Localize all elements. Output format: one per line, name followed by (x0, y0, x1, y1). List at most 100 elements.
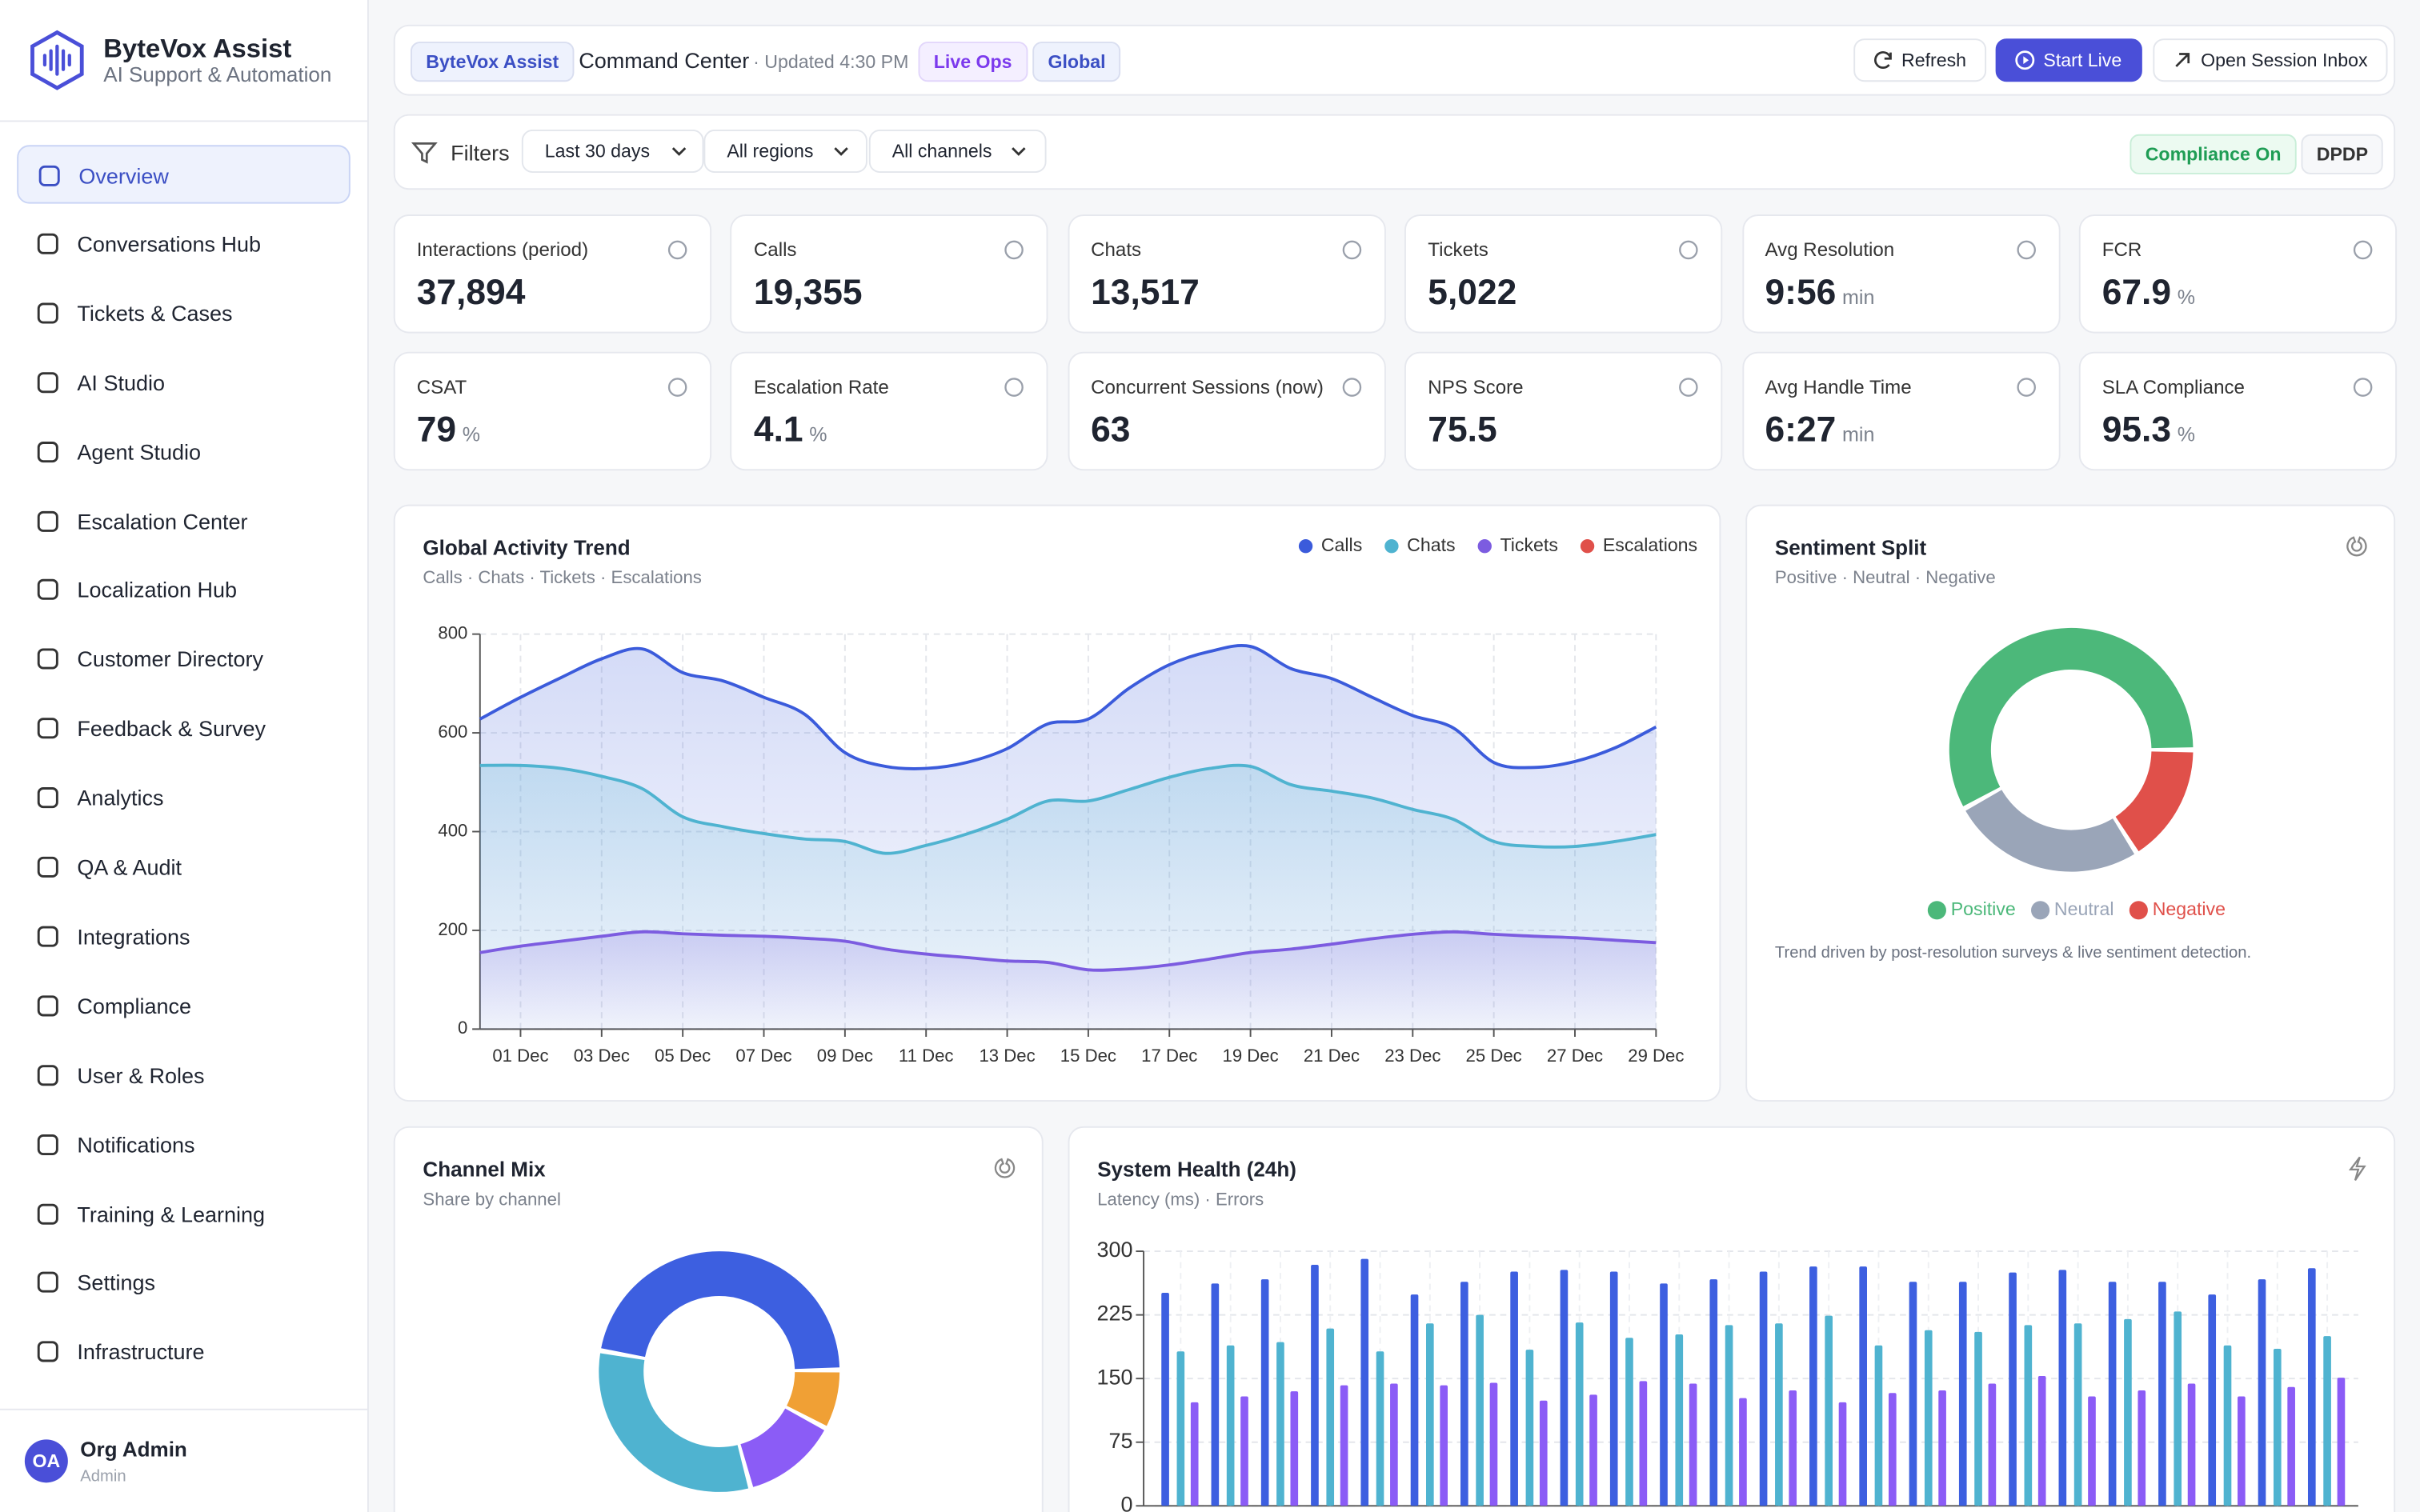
y-tick-label: 225 (1097, 1302, 1133, 1326)
x-tick-label: 21 Dec (1304, 1046, 1360, 1066)
nav-icon (37, 302, 58, 324)
channel-card: Channel Mix Share by channel (393, 1126, 1044, 1512)
legend-swatch (1927, 901, 1946, 920)
bar (1575, 1322, 1584, 1506)
bolt-icon (2348, 1156, 2366, 1181)
nav-item[interactable]: Compliance (17, 976, 351, 1034)
kpi-value: 79% (417, 409, 480, 450)
kpi-value: 13,517 (1091, 271, 1200, 313)
user-name: Org Admin (80, 1438, 187, 1462)
kpi-label: Avg Resolution (1765, 238, 1895, 261)
updated: · Updated 4:30 PM (753, 50, 909, 73)
kpi-number: 63 (1091, 409, 1131, 450)
inbox-button[interactable]: Open Session Inbox (2153, 38, 2388, 82)
x-tick-label: 17 Dec (1141, 1046, 1197, 1066)
kpi-value: 63 (1091, 409, 1130, 450)
y-tick-label: 150 (1097, 1365, 1133, 1389)
kpi-label: Escalation Rate (753, 376, 889, 398)
bar (1390, 1383, 1398, 1506)
bar (2058, 1270, 2067, 1506)
legend-label: Neutral (2054, 898, 2114, 919)
nav-item[interactable]: AI Studio (17, 353, 351, 411)
filters-label: Filters (451, 140, 510, 166)
x-tick-label: 23 Dec (1384, 1046, 1440, 1066)
nav-item[interactable]: Settings (17, 1254, 351, 1312)
nav-item[interactable]: Notifications (17, 1115, 351, 1174)
y-tick-label: 600 (438, 722, 467, 742)
nav-label: Feedback & Survey (77, 716, 266, 742)
chart-title: System Health (24h) (1097, 1158, 1296, 1182)
bar (1838, 1402, 1847, 1506)
nav-item[interactable]: Customer Directory (17, 630, 351, 688)
nav-item[interactable]: Infrastructure (17, 1322, 351, 1381)
bar (2238, 1396, 2246, 1506)
kpi-icon (667, 378, 687, 397)
kpi-icon (2016, 378, 2036, 397)
y-tick-label: 200 (438, 919, 467, 939)
kpi-number: 79 (416, 409, 457, 450)
x-tick-label: 29 Dec (1628, 1046, 1684, 1066)
avatar[interactable]: OA (24, 1439, 68, 1483)
icon (2015, 50, 2035, 70)
series-line (479, 930, 1657, 972)
kpi-card: NPS Score 75.5 (1404, 351, 1723, 471)
x-tick-label: 15 Dec (1060, 1046, 1116, 1066)
select[interactable]: All channels (868, 129, 1047, 173)
donut-slice (787, 1372, 840, 1426)
nav-item[interactable]: Feedback & Survey (17, 699, 351, 758)
y-tick-label: 0 (1121, 1492, 1133, 1512)
legend-label: Chats (1407, 534, 1455, 555)
badge: Compliance On (2130, 134, 2297, 174)
nav-icon (37, 441, 58, 462)
nav-item[interactable]: Agent Studio (17, 422, 351, 481)
kpi-label: CSAT (416, 376, 467, 398)
series-line (479, 644, 1657, 770)
y-tick-label: 400 (438, 820, 467, 840)
brand: ByteVox Assist (103, 34, 292, 64)
bar (1675, 1334, 1684, 1506)
chart-subtitle: Positive · Neutral · Negative (1775, 567, 1996, 587)
legend-label: Positive (1951, 898, 2016, 919)
nav-item[interactable]: Training & Learning (17, 1184, 351, 1242)
kpi-number: 37,894 (416, 271, 526, 312)
kpi-icon (2016, 240, 2036, 260)
nav-label: Escalation Center (77, 508, 248, 534)
chart: Global Activity Trend Calls · Chats · Tic… (423, 534, 1697, 1066)
start-live-button[interactable]: Start Live (1995, 38, 2142, 82)
kpi-unit: min (1842, 285, 1875, 309)
kpi-number: 9:56 (1765, 271, 1837, 312)
y-tick-label: 300 (1097, 1238, 1133, 1262)
nav-item[interactable]: Tickets & Cases (17, 283, 351, 342)
select[interactable]: All regions (703, 129, 867, 173)
nav-item[interactable]: Integrations (17, 907, 351, 966)
nav-icon (37, 787, 58, 809)
nav-item[interactable]: Analytics (17, 769, 351, 827)
x-tick-label: 07 Dec (735, 1046, 791, 1066)
nav-item[interactable]: QA & Audit (17, 838, 351, 896)
x-tick-label: 09 Dec (817, 1046, 873, 1066)
kpi-label: Interactions (period) (416, 238, 589, 261)
kpi-icon (1342, 240, 1361, 260)
nav-item[interactable]: Escalation Center (17, 491, 351, 550)
bar (2223, 1345, 2232, 1506)
kpi-label: FCR (2101, 238, 2142, 261)
kpi-card: Tickets 5,022 (1404, 214, 1723, 334)
nav-item[interactable]: Conversations Hub (17, 214, 351, 273)
bar (1489, 1382, 1498, 1506)
bar (1974, 1331, 1982, 1506)
kpi-value: 95.3% (2102, 409, 2195, 450)
nav-item[interactable]: Localization Hub (17, 561, 351, 619)
nav-item[interactable]: User & Roles (17, 1046, 351, 1104)
select[interactable]: Last 30 days (521, 129, 704, 173)
nav-item[interactable]: Overview (17, 145, 351, 204)
donut-slice (601, 1251, 840, 1370)
bar (1825, 1315, 1833, 1506)
bar (1190, 1402, 1199, 1506)
nav-icon (37, 1134, 58, 1155)
kpi-value: 4.1% (754, 409, 827, 450)
legend-label: Tickets (1500, 534, 1558, 555)
bar (2323, 1336, 2331, 1506)
chart: System Health (24h) Latency (ms) · Errors… (1097, 1156, 2366, 1512)
kpi-card: Avg Handle Time 6:27 min (1741, 351, 2060, 471)
kpi-number: 13,517 (1091, 271, 1200, 312)
